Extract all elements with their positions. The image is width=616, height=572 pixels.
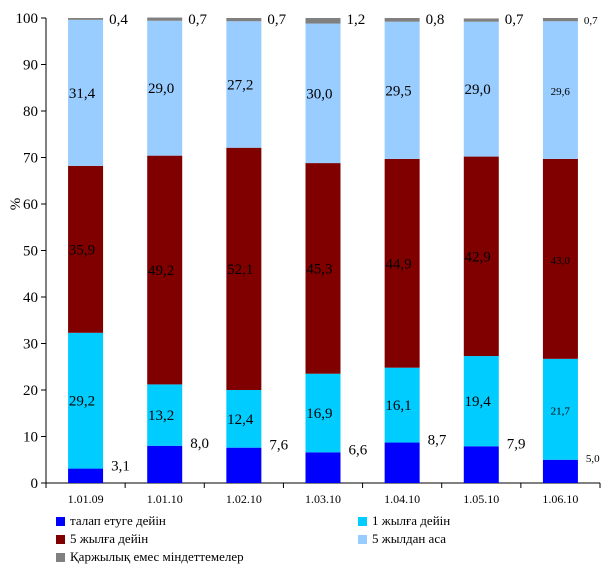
bar-segment-4-1.02.10: [226, 21, 262, 148]
x-tick-label: 1.02.10: [226, 492, 262, 506]
x-tick-label: 1.03.10: [305, 492, 341, 506]
data-label-5-1.03.10: 1,2: [347, 12, 366, 28]
bar-segment-3-1.06.10: [542, 158, 578, 359]
data-label-2-1.03.10: 16,9: [306, 406, 332, 422]
bar-segment-1-1.06.10: [542, 459, 578, 483]
bar-segment-4-1.04.10: [384, 21, 420, 159]
bar-segment-2-1.04.10: [384, 367, 420, 443]
x-tick-label: 1.06.10: [542, 492, 578, 506]
y-tick-label: 40: [23, 290, 38, 306]
data-label-5-1.02.10: 0,7: [267, 12, 286, 28]
data-label-1-1.01.09: 3,1: [111, 459, 130, 475]
y-tick-label: 30: [23, 337, 38, 353]
x-tick-label: 1.04.10: [384, 492, 420, 506]
data-label-4-1.02.10: 27,2: [227, 77, 253, 93]
y-tick-label: 100: [16, 11, 39, 27]
bar-segment-1-1.04.10: [384, 442, 420, 483]
bar-segment-3-1.03.10: [305, 163, 341, 374]
data-label-4-1.01.09: 31,4: [69, 86, 96, 102]
data-label-1-1.01.10: 8,0: [190, 436, 209, 452]
y-tick-label: 20: [23, 383, 38, 399]
data-label-5-1.01.09: 0,4: [109, 12, 128, 28]
bar-segment-3-1.02.10: [226, 147, 262, 390]
bar-segment-4-1.05.10: [463, 21, 499, 157]
data-label-3-1.01.10: 49,2: [148, 263, 174, 279]
x-tick-label: 1.01.10: [147, 492, 183, 506]
data-label-5-1.06.10: 0,7: [584, 15, 598, 27]
y-tick-label: 0: [31, 476, 39, 492]
bar-segment-5-1.01.10: [147, 17, 183, 21]
data-label-1-1.03.10: 6,6: [349, 442, 368, 458]
bar-segment-5-1.01.09: [68, 18, 104, 20]
y-tick-label: 90: [23, 58, 38, 74]
data-label-4-1.05.10: 29,0: [465, 82, 491, 98]
data-label-1-1.02.10: 7,6: [269, 438, 288, 454]
data-label-2-1.06.10: 21,7: [551, 405, 571, 417]
bar-segment-1-1.01.10: [147, 445, 183, 483]
data-label-2-1.05.10: 19,4: [465, 394, 492, 410]
bar-segment-4-1.01.10: [147, 20, 183, 156]
bar-segment-4-1.03.10: [305, 23, 341, 164]
y-tick-label: 10: [23, 430, 38, 446]
bar-segment-2-1.05.10: [463, 356, 499, 447]
data-label-4-1.01.10: 29,0: [148, 81, 174, 97]
bar-segment-2-1.02.10: [226, 390, 262, 448]
bar-segment-5-1.06.10: [542, 18, 578, 22]
bar-segment-1-1.02.10: [226, 447, 262, 483]
y-tick-label: 50: [23, 244, 38, 260]
data-label-3-1.01.09: 35,9: [69, 242, 95, 258]
data-label-4-1.03.10: 30,0: [306, 86, 332, 102]
x-tick-label: 1.05.10: [463, 492, 499, 506]
data-label-2-1.01.10: 13,2: [148, 408, 174, 424]
bar-segment-5-1.04.10: [384, 18, 420, 22]
bar-segment-3-1.01.10: [147, 155, 183, 385]
bar-segment-4-1.01.09: [68, 19, 104, 166]
data-label-4-1.06.10: 29,6: [551, 86, 571, 98]
data-label-2-1.02.10: 12,4: [227, 412, 254, 428]
bar-segment-2-1.01.09: [68, 332, 104, 469]
data-label-3-1.04.10: 44,9: [385, 256, 411, 272]
bar-segment-1-1.05.10: [463, 446, 499, 483]
data-label-2-1.04.10: 16,1: [385, 398, 411, 414]
data-label-1-1.04.10: 8,7: [428, 433, 447, 449]
y-axis-label: %: [8, 198, 24, 211]
bar-segment-1-1.03.10: [305, 452, 341, 483]
bar-segment-3-1.04.10: [384, 158, 420, 368]
data-label-5-1.05.10: 0,7: [505, 12, 524, 28]
bar-segment-2-1.03.10: [305, 373, 341, 453]
y-tick-label: 80: [23, 104, 38, 120]
bar-segment-5-1.03.10: [305, 18, 341, 24]
data-label-5-1.01.10: 0,7: [188, 12, 207, 28]
data-label-1-1.05.10: 7,9: [507, 436, 526, 452]
data-label-3-1.03.10: 45,3: [306, 261, 332, 277]
data-label-3-1.06.10: 43,0: [551, 255, 571, 267]
y-tick-label: 70: [23, 151, 38, 167]
data-label-5-1.04.10: 0,8: [426, 12, 445, 28]
bar-segment-2-1.06.10: [542, 358, 578, 460]
x-tick-label: 1.01.09: [68, 492, 104, 506]
data-label-2-1.01.09: 29,2: [69, 394, 95, 410]
bar-segment-1-1.01.09: [68, 468, 104, 483]
data-label-4-1.04.10: 29,5: [385, 83, 411, 99]
data-label-3-1.05.10: 42,9: [465, 249, 491, 265]
data-label-1-1.06.10: 5,0: [586, 453, 600, 465]
bar-segment-4-1.06.10: [542, 21, 578, 159]
y-tick-label: 60: [23, 197, 38, 213]
bar-segment-2-1.01.10: [147, 384, 183, 446]
bar-segment-5-1.05.10: [463, 18, 499, 22]
bar-segment-3-1.05.10: [463, 156, 499, 357]
bar-segment-5-1.02.10: [226, 18, 262, 22]
bar-segment-3-1.01.09: [68, 165, 104, 333]
data-label-3-1.02.10: 52,1: [227, 262, 253, 278]
